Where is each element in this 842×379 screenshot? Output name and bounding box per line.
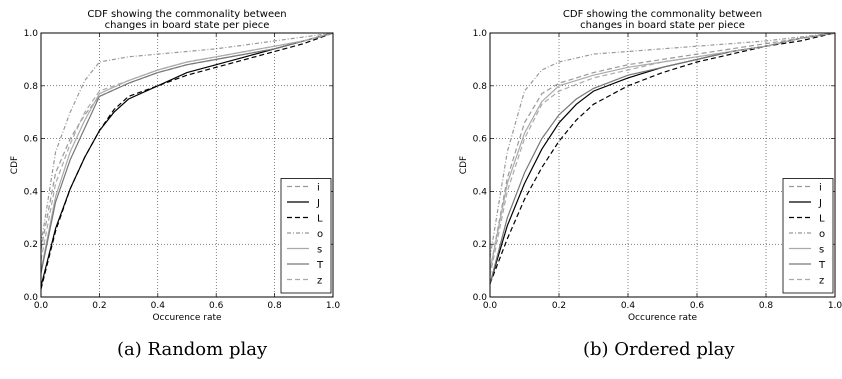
y-axis-label: CDF	[459, 156, 469, 174]
series-line-i	[40, 32, 334, 250]
x-axis-label: Occurence rate	[628, 313, 698, 323]
caption-ordered-play: (b) Ordered play	[583, 339, 735, 360]
y-tick-label: 0.2	[473, 240, 487, 250]
legend-label-s: s	[819, 245, 824, 256]
y-tick-label: 0.8	[473, 82, 488, 92]
y-tick-label: 0.8	[24, 82, 39, 92]
series-line-T	[40, 32, 334, 274]
x-tick-label: 0.8	[267, 301, 282, 311]
y-tick-label: 0.0	[473, 293, 488, 303]
legend-label-i: i	[819, 183, 822, 194]
y-tick-label: 0.6	[24, 135, 39, 145]
x-tick-label: 0.0	[483, 301, 498, 311]
chart-title-line: CDF showing the commonality between	[87, 9, 286, 20]
y-tick-label: 0.0	[24, 293, 39, 303]
x-tick-label: 0.4	[151, 301, 166, 311]
y-axis-label: CDF	[10, 156, 20, 174]
x-tick-label: 1.0	[828, 301, 842, 311]
chart-panel-0: CDF showing the commonality betweenchang…	[10, 9, 340, 323]
y-tick-label: 0.6	[473, 135, 488, 145]
series-line-L	[40, 32, 334, 290]
legend-label-T: T	[818, 260, 826, 271]
x-tick-label: 0.0	[34, 301, 49, 311]
x-tick-label: 0.2	[552, 301, 566, 311]
legend-label-L: L	[819, 214, 825, 225]
y-tick-label: 0.2	[24, 240, 38, 250]
y-tick-label: 0.4	[473, 187, 488, 197]
x-tick-label: 0.2	[92, 301, 106, 311]
series-line-o	[40, 32, 334, 245]
legend-label-J: J	[316, 198, 320, 209]
y-tick-label: 1.0	[473, 29, 488, 39]
series-line-z	[489, 32, 836, 277]
legend-label-J: J	[818, 198, 822, 209]
x-tick-label: 0.6	[209, 301, 224, 311]
legend-label-T: T	[316, 260, 324, 271]
caption-random-play: (a) Random play	[117, 339, 268, 360]
legend-label-i: i	[317, 183, 320, 194]
legend-label-z: z	[317, 276, 322, 287]
plot-frame	[489, 32, 836, 298]
legend-box	[280, 178, 332, 294]
chart-title-line: CDF showing the commonality between	[563, 9, 762, 20]
x-tick-label: 1.0	[326, 301, 341, 311]
plot-frame	[40, 32, 334, 298]
y-tick-label: 1.0	[24, 29, 39, 39]
legend-label-L: L	[317, 214, 323, 225]
legend-label-z: z	[819, 276, 824, 287]
series-line-i	[489, 32, 836, 271]
legend-label-o: o	[819, 229, 825, 240]
chart-title-line: changes in board state per piece	[105, 20, 270, 31]
legend-label-o: o	[317, 229, 323, 240]
chart-panel-1: CDF showing the commonality betweenchang…	[459, 9, 842, 323]
y-tick-label: 0.4	[24, 187, 39, 197]
x-tick-label: 0.6	[690, 301, 705, 311]
series-line-z	[40, 32, 334, 261]
series-line-o	[489, 32, 836, 258]
chart-title-line: changes in board state per piece	[580, 20, 745, 31]
x-tick-label: 0.4	[621, 301, 636, 311]
legend-box	[782, 178, 834, 294]
legend-label-s: s	[317, 245, 322, 256]
x-tick-label: 0.8	[759, 301, 774, 311]
x-axis-label: Occurence rate	[152, 313, 222, 323]
